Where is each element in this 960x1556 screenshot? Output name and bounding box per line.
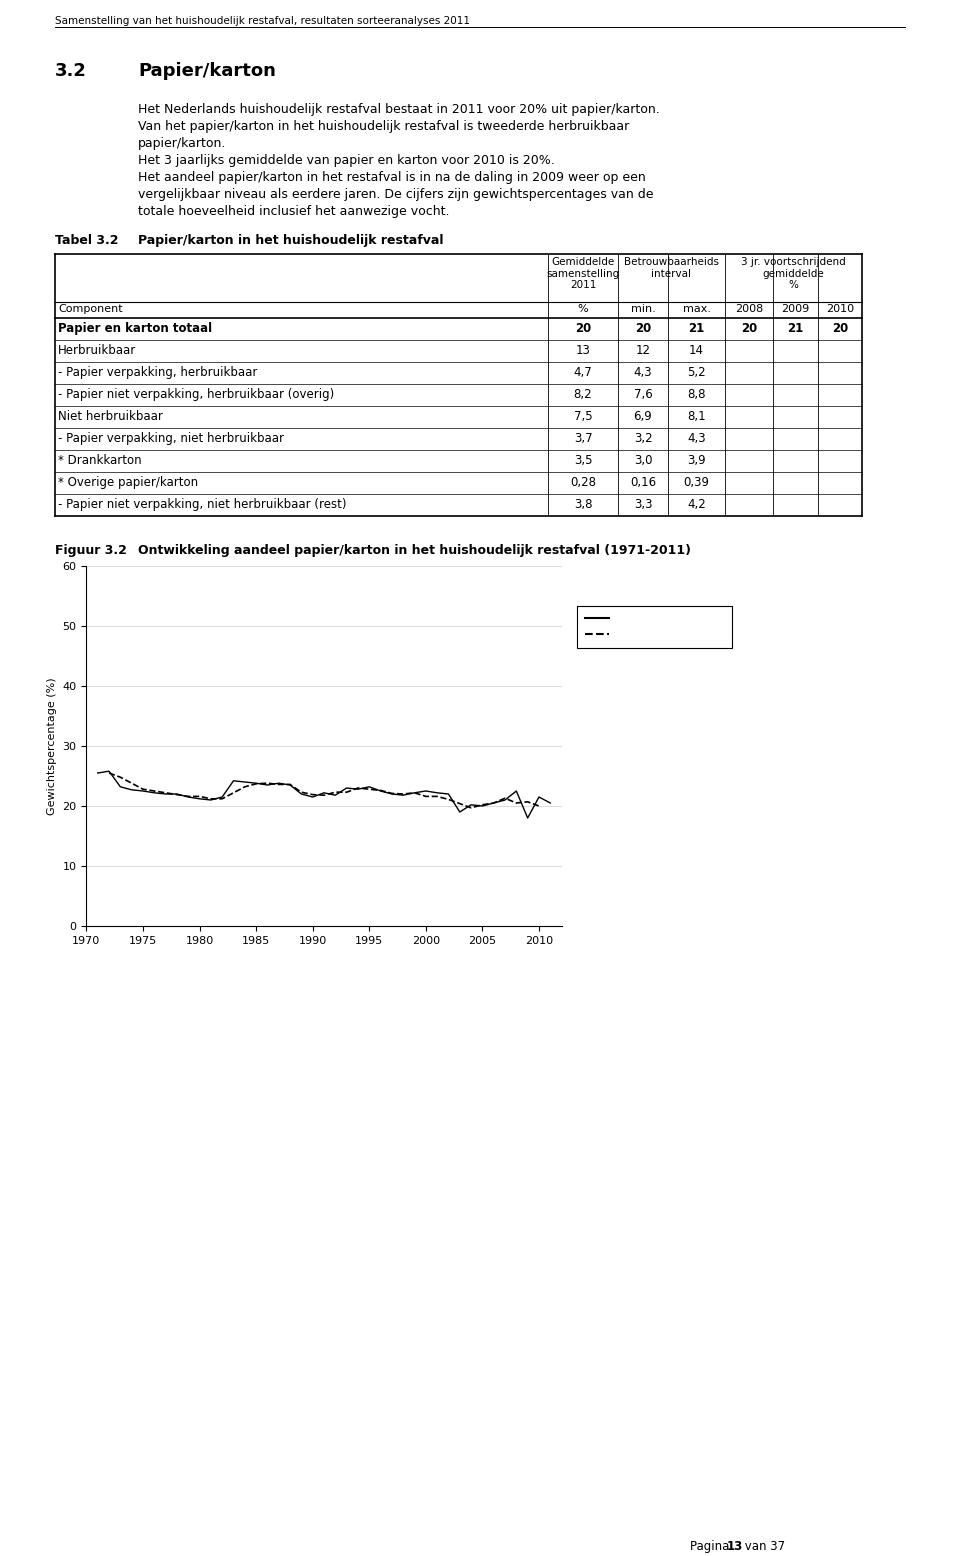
Text: - Papier niet verpakking, niet herbruikbaar (rest): - Papier niet verpakking, niet herbruikb…: [58, 498, 347, 510]
Text: - Papier verpakking, herbruikbaar: - Papier verpakking, herbruikbaar: [58, 366, 257, 380]
Text: min.: min.: [631, 303, 656, 314]
Text: 3,2: 3,2: [634, 433, 652, 445]
Text: 5,2: 5,2: [687, 366, 706, 380]
Text: 4,3: 4,3: [634, 366, 652, 380]
Text: 3,3: 3,3: [634, 498, 652, 510]
Text: 2009: 2009: [781, 303, 809, 314]
Text: 12: 12: [636, 344, 651, 356]
Text: 3,7: 3,7: [574, 433, 592, 445]
Text: 8,1: 8,1: [687, 409, 706, 423]
Y-axis label: Gewichtspercentage (%): Gewichtspercentage (%): [47, 677, 57, 815]
Text: Van het papier/karton in het huishoudelijk restafval is tweederde herbruikbaar: Van het papier/karton in het huishoudeli…: [138, 120, 629, 132]
Text: 7,5: 7,5: [574, 409, 592, 423]
Text: 13: 13: [727, 1540, 743, 1553]
Text: van 37: van 37: [741, 1540, 785, 1553]
Text: Papier/karton: Papier/karton: [138, 62, 276, 79]
Text: 3 jr. gemiddelde: 3 jr. gemiddelde: [612, 629, 697, 638]
Text: Papier en karton totaal: Papier en karton totaal: [58, 322, 212, 335]
Text: jaarlijkse meting: jaarlijkse meting: [612, 612, 700, 622]
Text: - Papier verpakking, niet herbruikbaar: - Papier verpakking, niet herbruikbaar: [58, 433, 284, 445]
Text: 21: 21: [688, 322, 705, 335]
Text: totale hoeveelheid inclusief het aanwezige vocht.: totale hoeveelheid inclusief het aanwezi…: [138, 205, 449, 218]
Text: 2010: 2010: [826, 303, 854, 314]
Text: 3,5: 3,5: [574, 454, 592, 467]
Text: Herbruikbaar: Herbruikbaar: [58, 344, 136, 356]
Text: Pagina: Pagina: [690, 1540, 733, 1553]
Text: 0,28: 0,28: [570, 476, 596, 489]
Text: Het 3 jaarlijks gemiddelde van papier en karton voor 2010 is 20%.: Het 3 jaarlijks gemiddelde van papier en…: [138, 154, 555, 166]
Text: - Papier niet verpakking, herbruikbaar (overig): - Papier niet verpakking, herbruikbaar (…: [58, 387, 334, 401]
Text: 4,7: 4,7: [574, 366, 592, 380]
Bar: [577, 605, 732, 647]
Text: 14: 14: [689, 344, 704, 356]
Text: 6,9: 6,9: [634, 409, 653, 423]
Text: 20: 20: [635, 322, 651, 335]
Text: 2008: 2008: [734, 303, 763, 314]
Text: Het aandeel papier/karton in het restafval is in na de daling in 2009 weer op ee: Het aandeel papier/karton in het restafv…: [138, 171, 646, 184]
Text: 3,0: 3,0: [634, 454, 652, 467]
Text: Betrouwbaarheids
interval: Betrouwbaarheids interval: [624, 257, 719, 279]
Text: Component: Component: [58, 303, 123, 314]
Text: Tabel 3.2: Tabel 3.2: [55, 233, 118, 247]
Text: Samenstelling van het huishoudelijk restafval, resultaten sorteeranalyses 2011: Samenstelling van het huishoudelijk rest…: [55, 16, 470, 26]
Text: 0,16: 0,16: [630, 476, 656, 489]
Text: 4,3: 4,3: [687, 433, 706, 445]
Text: 7,6: 7,6: [634, 387, 653, 401]
Text: 3 jr. voortschrijdend
gemiddelde
%: 3 jr. voortschrijdend gemiddelde %: [741, 257, 846, 291]
Text: * Overige papier/karton: * Overige papier/karton: [58, 476, 198, 489]
Text: Gemiddelde
samenstelling
2011: Gemiddelde samenstelling 2011: [546, 257, 619, 291]
Text: 20: 20: [832, 322, 848, 335]
Text: 4,2: 4,2: [687, 498, 706, 510]
Text: 20: 20: [575, 322, 591, 335]
Text: Niet herbruikbaar: Niet herbruikbaar: [58, 409, 163, 423]
Text: * Drankkarton: * Drankkarton: [58, 454, 142, 467]
Text: Papier/karton in het huishoudelijk restafval: Papier/karton in het huishoudelijk resta…: [138, 233, 444, 247]
Text: %: %: [578, 303, 588, 314]
Text: 21: 21: [787, 322, 804, 335]
Text: 3,8: 3,8: [574, 498, 592, 510]
Text: 8,2: 8,2: [574, 387, 592, 401]
Text: 0,39: 0,39: [684, 476, 709, 489]
Text: Het Nederlands huishoudelijk restafval bestaat in 2011 voor 20% uit papier/karto: Het Nederlands huishoudelijk restafval b…: [138, 103, 660, 117]
Text: 3.2: 3.2: [55, 62, 86, 79]
Text: 20: 20: [741, 322, 757, 335]
Text: 3,9: 3,9: [687, 454, 706, 467]
Text: Figuur 3.2: Figuur 3.2: [55, 545, 127, 557]
Text: vergelijkbaar niveau als eerdere jaren. De cijfers zijn gewichtspercentages van : vergelijkbaar niveau als eerdere jaren. …: [138, 188, 654, 201]
Text: Ontwikkeling aandeel papier/karton in het huishoudelijk restafval (1971-2011): Ontwikkeling aandeel papier/karton in he…: [138, 545, 691, 557]
Text: papier/karton.: papier/karton.: [138, 137, 227, 149]
Text: 8,8: 8,8: [687, 387, 706, 401]
Text: max.: max.: [683, 303, 710, 314]
Text: 13: 13: [576, 344, 590, 356]
